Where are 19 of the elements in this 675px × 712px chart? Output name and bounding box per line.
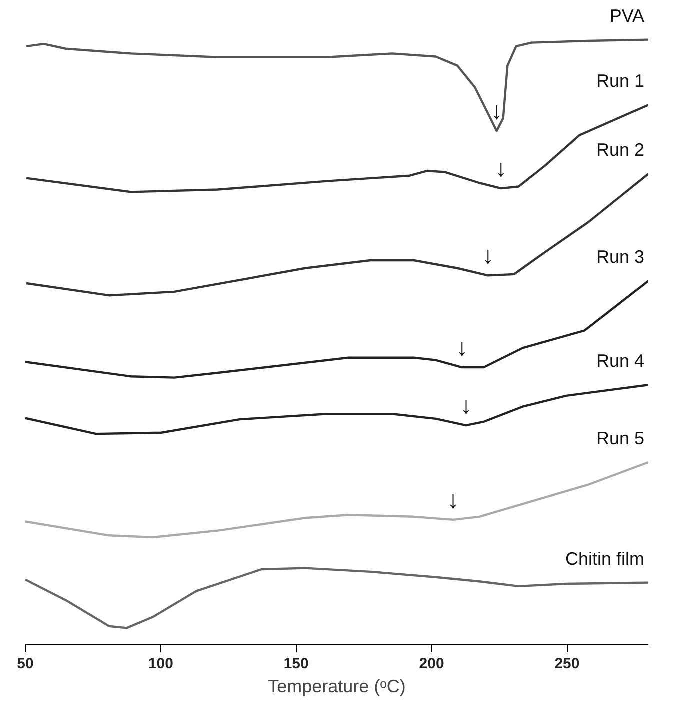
series-label: Run 2 (596, 140, 645, 160)
x-tick-label: 150 (284, 656, 309, 672)
x-tick-label: 50 (17, 656, 34, 672)
x-axis-title: Temperature (ᵒC) (268, 676, 406, 696)
x-tick-label: 250 (554, 656, 580, 672)
series-label: Chitin film (565, 548, 644, 569)
series-label: Run 3 (596, 247, 645, 268)
annotation: ↓ (490, 98, 503, 126)
annotation: ↓ (495, 156, 508, 183)
series-label: Run 5 (596, 428, 645, 448)
annotation: ↓ (447, 486, 460, 514)
annotation: ↓ (456, 334, 468, 362)
series-label: PVA (610, 6, 645, 26)
series-label: Run 4 (596, 351, 645, 372)
series-label: Run 1 (596, 71, 645, 92)
annotation: ↓ (460, 392, 472, 420)
x-tick-label: 200 (419, 656, 444, 672)
x-tick-label: 100 (148, 656, 174, 672)
annotation: ↓ (482, 242, 494, 270)
